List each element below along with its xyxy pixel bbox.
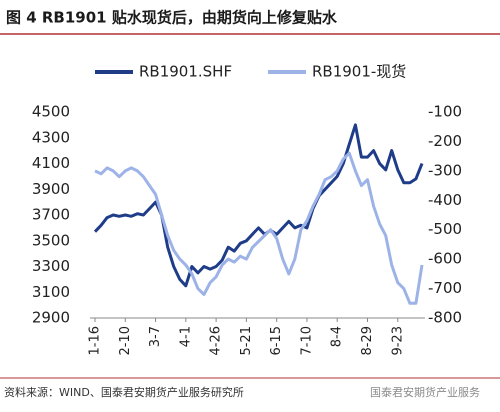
- y2-tick-label: -600: [428, 250, 462, 268]
- y-tick-label: 3900: [32, 180, 70, 198]
- y-tick-label: 3300: [32, 257, 70, 275]
- y-tick-label: 2900: [32, 309, 70, 327]
- x-tick-label: 9-23: [390, 326, 405, 356]
- chart-title: 图 4 RB1901 贴水现货后，由期货向上修复贴水: [6, 9, 338, 27]
- x-tick-label: 1-16: [88, 326, 103, 356]
- y2-tick-label: -800: [428, 309, 462, 327]
- series-line: [94, 151, 424, 305]
- x-tick-label: 2-10: [118, 326, 133, 356]
- y2-tick-label: -700: [428, 279, 462, 297]
- series-line: [93, 123, 424, 288]
- x-tick-label: 4-1: [178, 326, 193, 347]
- x-tick-label: 8-4: [330, 326, 345, 347]
- x-tick-label: 4-26: [209, 326, 224, 356]
- y2-tick-label: -400: [428, 191, 462, 209]
- legend-label: RB1901.SHF: [139, 63, 232, 81]
- x-tick-label: 6-15: [269, 326, 284, 356]
- y2-tick-label: -300: [428, 161, 462, 179]
- y-tick-label: 4300: [32, 128, 70, 146]
- legend-label: RB1901-现货: [312, 63, 406, 81]
- watermark: 国泰君安期货产业服务: [370, 385, 480, 399]
- x-tick-label: 7-10: [299, 326, 314, 356]
- source: 资料来源：WIND、国泰君安期货产业服务研究所: [4, 385, 244, 399]
- y-tick-label: 4500: [32, 103, 70, 121]
- x-tick-label: 3-7: [148, 326, 163, 347]
- y2-tick-label: -200: [428, 132, 462, 150]
- y2-tick-label: -100: [428, 103, 462, 121]
- x-tick-label: 8-29: [360, 326, 375, 356]
- y-tick-label: 3100: [32, 283, 70, 301]
- y-tick-label: 3700: [32, 206, 70, 224]
- y2-tick-label: -500: [428, 220, 462, 238]
- y-tick-label: 4100: [32, 154, 70, 172]
- y-tick-label: 3500: [32, 231, 70, 249]
- x-tick-label: 5-21: [239, 326, 254, 356]
